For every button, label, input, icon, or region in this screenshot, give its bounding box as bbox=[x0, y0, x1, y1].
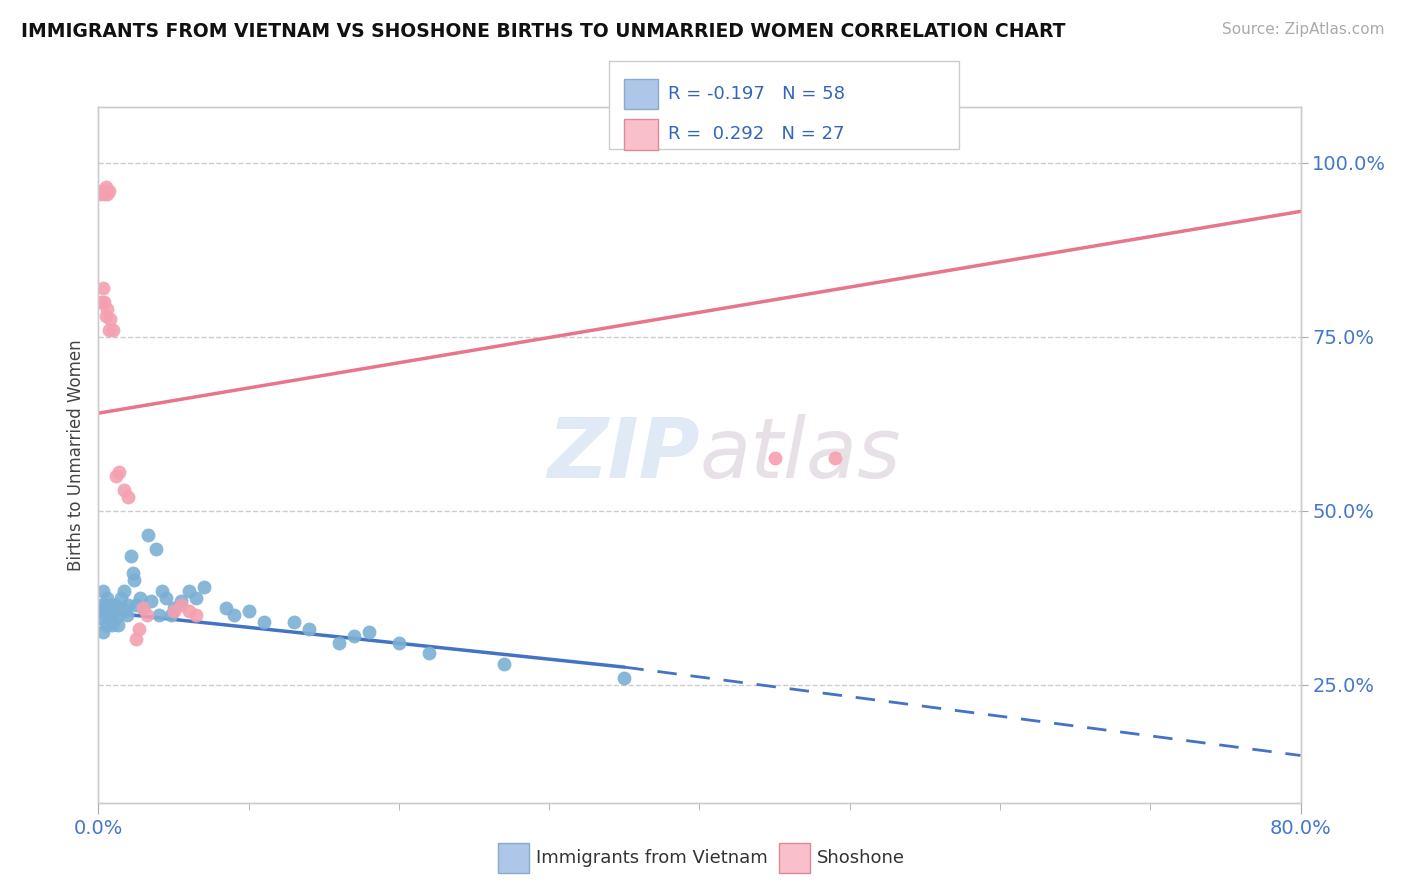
Point bbox=[177, 583, 200, 598]
Point bbox=[253, 615, 276, 629]
Point bbox=[93, 187, 115, 202]
Point bbox=[128, 622, 150, 636]
Point bbox=[170, 598, 193, 612]
Point bbox=[96, 591, 118, 605]
Point bbox=[110, 591, 132, 605]
Point bbox=[494, 657, 516, 671]
Point bbox=[93, 601, 115, 615]
Point bbox=[193, 580, 215, 594]
Point bbox=[177, 605, 200, 619]
Point bbox=[162, 601, 184, 615]
Point bbox=[159, 607, 181, 622]
Text: R =  0.292   N = 27: R = 0.292 N = 27 bbox=[668, 126, 845, 144]
Point bbox=[150, 583, 173, 598]
Point bbox=[132, 601, 155, 615]
Point bbox=[328, 636, 350, 650]
Point bbox=[91, 281, 114, 295]
Point bbox=[125, 598, 148, 612]
Text: Shoshone: Shoshone bbox=[817, 849, 905, 867]
Text: Source: ZipAtlas.com: Source: ZipAtlas.com bbox=[1222, 22, 1385, 37]
Point bbox=[132, 601, 155, 615]
Point bbox=[90, 611, 112, 625]
Point bbox=[103, 323, 125, 337]
Point bbox=[129, 591, 152, 605]
Point bbox=[90, 294, 112, 309]
Point bbox=[103, 605, 125, 619]
Point bbox=[107, 618, 129, 632]
Point bbox=[97, 184, 120, 198]
Point bbox=[135, 607, 157, 622]
Point bbox=[115, 607, 138, 622]
Point bbox=[104, 598, 127, 612]
Point bbox=[298, 622, 321, 636]
Point bbox=[117, 490, 139, 504]
Point bbox=[100, 312, 122, 326]
Point bbox=[155, 591, 177, 605]
Point bbox=[105, 468, 128, 483]
Point bbox=[117, 598, 139, 612]
Point bbox=[94, 180, 117, 194]
Point bbox=[111, 601, 134, 615]
Point bbox=[343, 629, 366, 643]
Point bbox=[94, 598, 117, 612]
Text: IMMIGRANTS FROM VIETNAM VS SHOSHONE BIRTHS TO UNMARRIED WOMEN CORRELATION CHART: IMMIGRANTS FROM VIETNAM VS SHOSHONE BIRT… bbox=[21, 22, 1066, 41]
Point bbox=[418, 646, 440, 660]
Point bbox=[97, 601, 120, 615]
Point bbox=[105, 611, 128, 625]
Text: atlas: atlas bbox=[700, 415, 901, 495]
Y-axis label: Births to Unmarried Women: Births to Unmarried Women bbox=[66, 339, 84, 571]
Point bbox=[184, 607, 207, 622]
Point bbox=[112, 583, 135, 598]
Point bbox=[91, 583, 114, 598]
Point bbox=[357, 625, 380, 640]
Point bbox=[170, 594, 193, 608]
Point bbox=[824, 451, 846, 466]
Point bbox=[101, 607, 124, 622]
Point bbox=[162, 605, 184, 619]
Point bbox=[96, 301, 118, 316]
Text: R = -0.197   N = 58: R = -0.197 N = 58 bbox=[668, 86, 845, 103]
Point bbox=[136, 528, 159, 542]
Point bbox=[222, 607, 245, 622]
Point bbox=[100, 605, 122, 619]
Point bbox=[283, 615, 305, 629]
Text: Immigrants from Vietnam: Immigrants from Vietnam bbox=[536, 849, 768, 867]
Point bbox=[121, 549, 143, 563]
Point bbox=[388, 636, 411, 650]
Point bbox=[93, 294, 115, 309]
Text: ZIP: ZIP bbox=[547, 415, 700, 495]
Point bbox=[114, 605, 136, 619]
Point bbox=[108, 466, 131, 480]
Point bbox=[91, 625, 114, 640]
Point bbox=[215, 601, 238, 615]
Point bbox=[97, 323, 120, 337]
Point bbox=[763, 451, 786, 466]
Point bbox=[94, 618, 117, 632]
Point bbox=[112, 483, 135, 497]
Point bbox=[101, 618, 124, 632]
Point bbox=[238, 605, 260, 619]
Point bbox=[124, 573, 146, 587]
Point bbox=[90, 184, 112, 198]
Point bbox=[96, 187, 118, 202]
Point bbox=[139, 594, 162, 608]
Point bbox=[148, 607, 170, 622]
Point bbox=[125, 632, 148, 647]
Point bbox=[122, 566, 145, 581]
Point bbox=[100, 598, 122, 612]
Point bbox=[96, 607, 118, 622]
Point bbox=[89, 605, 111, 619]
Point bbox=[184, 591, 207, 605]
Point bbox=[93, 605, 115, 619]
Point bbox=[97, 611, 120, 625]
Point bbox=[91, 184, 114, 198]
Point bbox=[89, 187, 111, 202]
Point bbox=[94, 309, 117, 323]
Point bbox=[90, 598, 112, 612]
Point bbox=[613, 671, 636, 685]
Point bbox=[145, 541, 167, 556]
